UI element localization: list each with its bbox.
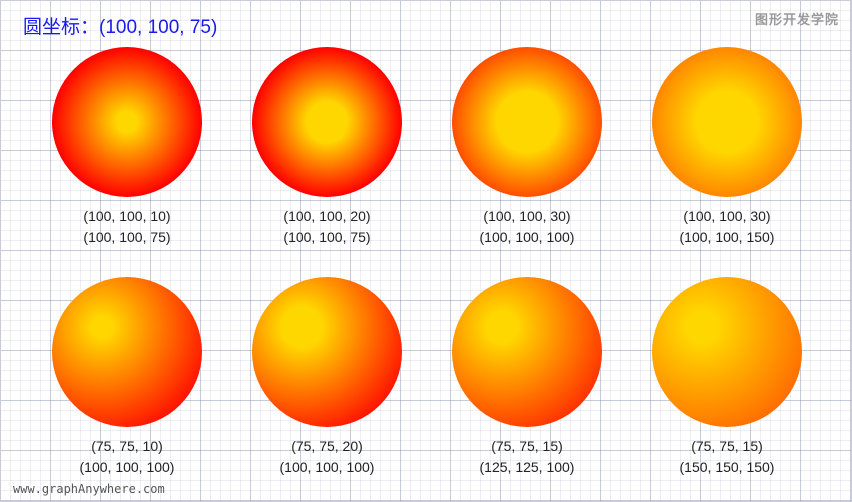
- gradient-caption: (75, 75, 15) (150, 150, 150): [637, 436, 817, 478]
- inner-circle-label: (75, 75, 20): [291, 438, 363, 454]
- outer-circle-label: (100, 100, 100): [479, 229, 575, 245]
- gradient-circle: [52, 277, 202, 427]
- inner-circle-label: (75, 75, 10): [91, 438, 163, 454]
- gradient-caption: (100, 100, 30) (100, 100, 150): [637, 206, 817, 248]
- gradient-circle: [452, 47, 602, 197]
- brand-watermark: 图形开发学院: [754, 13, 839, 28]
- inner-circle-label: (100, 100, 20): [283, 208, 371, 224]
- outer-circle-label: (100, 100, 75): [83, 229, 171, 245]
- gradient-caption: (75, 75, 10) (100, 100, 100): [37, 436, 217, 478]
- inner-circle-label: (75, 75, 15): [691, 438, 763, 454]
- inner-circle-label: (100, 100, 10): [83, 208, 171, 224]
- outer-circle-label: (100, 100, 100): [279, 459, 375, 475]
- gradient-caption: (75, 75, 15) (125, 125, 100): [437, 436, 617, 478]
- outer-circle-label: (100, 100, 100): [79, 459, 175, 475]
- gradient-caption: (100, 100, 10) (100, 100, 75): [37, 206, 217, 248]
- inner-circle-label: (100, 100, 30): [683, 208, 771, 224]
- page-title: 圆坐标：(100, 100, 75): [23, 17, 218, 38]
- gradient-caption: (75, 75, 20) (100, 100, 100): [237, 436, 417, 478]
- inner-circle-label: (100, 100, 30): [483, 208, 571, 224]
- gradient-caption: (100, 100, 30) (100, 100, 100): [437, 206, 617, 248]
- gradient-circle: [252, 277, 402, 427]
- gradient-circle: [452, 277, 602, 427]
- outer-circle-label: (150, 150, 150): [679, 459, 775, 475]
- gradient-circle: [652, 277, 802, 427]
- outer-circle-label: (100, 100, 150): [679, 229, 775, 245]
- footer-url: www.graphAnywhere.com: [13, 482, 165, 496]
- outer-circle-label: (125, 125, 100): [479, 459, 575, 475]
- inner-circle-label: (75, 75, 15): [491, 438, 563, 454]
- gradient-circle: [252, 47, 402, 197]
- gradient-circle: [652, 47, 802, 197]
- outer-circle-label: (100, 100, 75): [283, 229, 371, 245]
- gradient-caption: (100, 100, 20) (100, 100, 75): [237, 206, 417, 248]
- gradient-circle: [52, 47, 202, 197]
